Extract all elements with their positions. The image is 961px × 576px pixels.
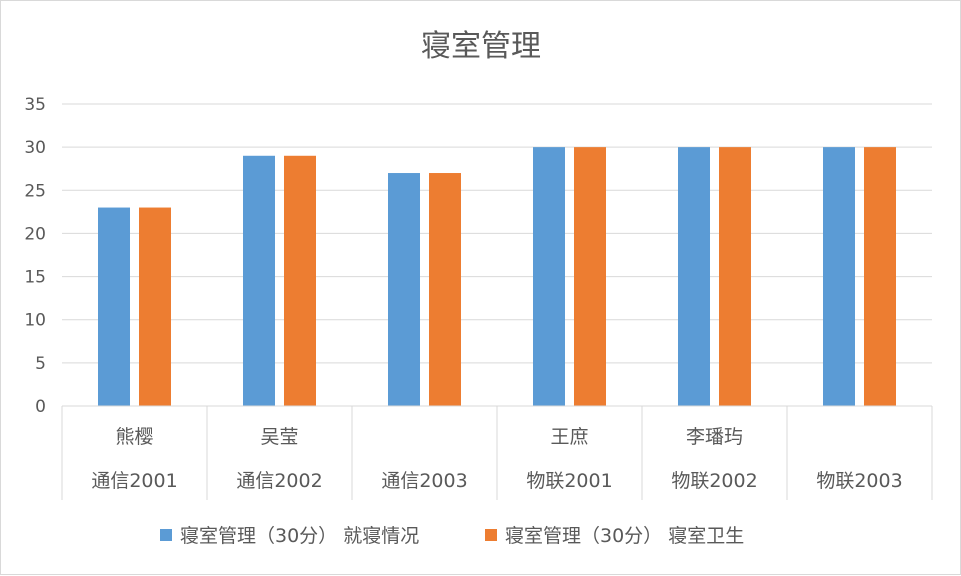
legend-label: 寝室管理（30分） 就寝情况 xyxy=(180,525,419,547)
category-name-label: 吴莹 xyxy=(260,426,298,448)
bar-series-2 xyxy=(284,155,316,406)
bar-series-2 xyxy=(864,147,896,406)
category-group-label: 物联2003 xyxy=(816,470,902,492)
bar-series-2 xyxy=(429,173,461,406)
category-name-label: 王庶 xyxy=(550,426,588,448)
bar-series-1 xyxy=(533,147,565,406)
y-axis: 0 5 10 15 20 25 30 35 xyxy=(24,95,46,417)
y-tick-label: 15 xyxy=(24,268,46,288)
y-tick-label: 10 xyxy=(24,311,46,331)
y-tick-label: 30 xyxy=(24,138,46,158)
bar-series-1 xyxy=(678,147,710,406)
bar-series-1 xyxy=(98,207,130,406)
bar-series-2 xyxy=(139,207,171,406)
bar-series-1 xyxy=(243,155,275,406)
category-group-label: 通信2003 xyxy=(381,470,467,492)
y-tick-label: 25 xyxy=(24,181,46,201)
category-group-label: 通信2001 xyxy=(91,470,177,492)
legend-label: 寝室管理（30分） 寝室卫生 xyxy=(505,525,744,547)
chart-title: 寝室管理 xyxy=(421,29,541,64)
y-tick-label: 0 xyxy=(35,397,46,417)
gridlines xyxy=(62,103,932,407)
category-group-label: 通信2002 xyxy=(236,470,322,492)
bar-series-2 xyxy=(719,147,751,406)
legend-swatch xyxy=(485,529,497,541)
y-tick-label: 20 xyxy=(24,224,46,244)
bar-series-2 xyxy=(574,147,606,406)
category-group-label: 物联2001 xyxy=(526,470,612,492)
y-tick-label: 5 xyxy=(35,354,46,374)
category-group-label: 物联2002 xyxy=(671,470,757,492)
category-name-label: 李璠玙 xyxy=(686,426,743,448)
y-tick-label: 35 xyxy=(24,95,46,115)
legend: 寝室管理（30分） 就寝情况 寝室管理（30分） 寝室卫生 xyxy=(160,525,744,547)
bars xyxy=(98,147,896,406)
category-name-label: 熊樱 xyxy=(115,426,153,448)
bar-series-1 xyxy=(823,147,855,406)
bar-series-1 xyxy=(388,173,420,406)
legend-swatch xyxy=(160,529,172,541)
